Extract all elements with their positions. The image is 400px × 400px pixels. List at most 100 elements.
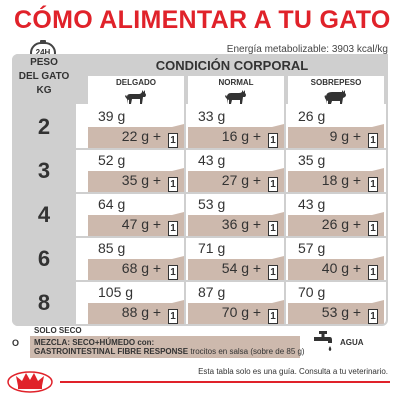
weight-header: PESO DEL GATO KG xyxy=(12,56,76,98)
mix-dry-amount: 27 g + xyxy=(221,172,265,188)
dry-amount: 70 g xyxy=(298,284,326,300)
mix-amount: 22 g + 1 xyxy=(122,128,178,148)
water-label: AGUA xyxy=(340,338,364,347)
pouch-icon: 1 xyxy=(168,221,178,236)
table-cell: 35 g 18 g + 1 xyxy=(288,150,384,192)
product-name: GASTROINTESTINAL FIBRE RESPONSE xyxy=(34,347,189,356)
row-divider xyxy=(76,280,388,282)
pouch-icon: 1 xyxy=(268,265,278,280)
mix-amount: 68 g + 1 xyxy=(122,260,178,280)
weight-value: 3 xyxy=(37,158,51,183)
mix-amount: 54 g + 1 xyxy=(222,260,278,280)
mix-dry-amount: 68 g + xyxy=(121,260,165,276)
condition-header: CONDICIÓN CORPORAL xyxy=(155,58,309,73)
column-header-normal: NORMAL xyxy=(188,76,284,106)
dry-amount: 53 g xyxy=(198,196,226,212)
mix-dry-amount: 88 g + xyxy=(121,304,165,320)
column-divider xyxy=(284,80,286,326)
page-title: CÓMO ALIMENTAR A TU GATO xyxy=(14,6,391,34)
mix-dry-amount: 22 g + xyxy=(121,128,165,144)
table-cell: 33 g 16 g + 1 xyxy=(188,106,284,148)
weight-header-line: KG xyxy=(36,85,52,96)
pouch-icon: 1 xyxy=(268,177,278,192)
dry-amount: 39 g xyxy=(98,108,126,124)
mix-dry-amount: 40 g + xyxy=(321,260,365,276)
cat-icon xyxy=(225,90,246,104)
table-cell: 85 g 68 g + 1 xyxy=(88,238,184,280)
mix-amount: 88 g + 1 xyxy=(122,304,178,324)
weight-value: 2 xyxy=(37,114,51,139)
mix-amount: 47 g + 1 xyxy=(122,216,178,236)
energy-label: Energía metabolizable: 3903 kcal/kg xyxy=(226,44,388,55)
pouch-icon: 1 xyxy=(368,133,378,148)
table-cell: 52 g 35 g + 1 xyxy=(88,150,184,192)
mix-amount: 16 g + 1 xyxy=(222,128,278,148)
dry-amount: 43 g xyxy=(298,196,326,212)
column-header-delgado: DELGADO xyxy=(88,76,184,106)
table-cell: 105 g 88 g + 1 xyxy=(88,282,184,324)
row-divider xyxy=(76,192,388,194)
mix-dry-amount: 26 g + xyxy=(321,216,365,232)
column-divider xyxy=(184,80,186,326)
table-cell: 64 g 47 g + 1 xyxy=(88,194,184,236)
legend-or: O xyxy=(12,338,20,348)
column-label: DELGADO xyxy=(116,78,156,87)
pouch-icon: 1 xyxy=(368,221,378,236)
pouch-icon: 1 xyxy=(168,133,178,148)
cat-icon xyxy=(125,90,146,104)
pouch-icon: 1 xyxy=(268,221,278,236)
pouch-icon: 1 xyxy=(368,265,378,280)
pouch-icon: 1 xyxy=(168,265,178,280)
table-cell: 71 g 54 g + 1 xyxy=(188,238,284,280)
weight-header-line: DEL GATO xyxy=(18,71,70,82)
mix-amount: 40 g + 1 xyxy=(322,260,378,280)
table-cell: 39 g 22 g + 1 xyxy=(88,106,184,148)
pouch-icon: 1 xyxy=(168,177,178,192)
mix-dry-amount: 36 g + xyxy=(221,216,265,232)
mix-amount: 53 g + 1 xyxy=(322,304,378,324)
mix-amount: 70 g + 1 xyxy=(222,304,278,324)
mix-dry-amount: 54 g + xyxy=(221,260,265,276)
footer-note: Esta tabla solo es una guía. Consulta a … xyxy=(198,367,388,376)
dry-amount: 43 g xyxy=(198,152,226,168)
mix-amount: 9 g + 1 xyxy=(330,128,378,148)
legend-product: GASTROINTESTINAL FIBRE RESPONSE trocitos… xyxy=(34,347,305,356)
column-label: NORMAL xyxy=(218,78,254,87)
table-frame xyxy=(12,54,388,326)
clock-label: 24H xyxy=(35,48,51,57)
weight-value: 4 xyxy=(37,202,51,227)
mix-amount: 35 g + 1 xyxy=(122,172,178,192)
pouch-icon: 1 xyxy=(268,133,278,148)
crown-logo-icon xyxy=(7,371,53,393)
mix-amount: 18 g + 1 xyxy=(322,172,378,192)
mix-dry-amount: 9 g + xyxy=(329,128,365,144)
mix-dry-amount: 18 g + xyxy=(321,172,365,188)
pouch-icon: 1 xyxy=(368,309,378,324)
legend-mezcla: MEZCLA: SECO+HÚMEDO con: xyxy=(34,338,155,347)
legend-solo-seco: SOLO SECO xyxy=(34,326,82,335)
dry-amount: 33 g xyxy=(198,108,226,124)
dry-amount: 87 g xyxy=(198,284,226,300)
dry-amount: 26 g xyxy=(298,108,326,124)
weight-value: 6 xyxy=(37,246,51,271)
weight-column xyxy=(12,54,76,326)
product-desc: trocitos en salsa (sobre de 85 g) xyxy=(188,347,305,356)
row-divider xyxy=(76,148,388,150)
dry-amount: 64 g xyxy=(98,196,126,212)
cat-icon xyxy=(324,90,346,104)
dry-amount: 105 g xyxy=(98,284,134,300)
table-cell: 43 g 27 g + 1 xyxy=(188,150,284,192)
table-cell: 70 g 53 g + 1 xyxy=(288,282,384,324)
footer-rule xyxy=(60,381,390,383)
mix-amount: 27 g + 1 xyxy=(222,172,278,192)
dry-amount: 71 g xyxy=(198,240,226,256)
table-cell: 87 g 70 g + 1 xyxy=(188,282,284,324)
pouch-icon: 1 xyxy=(268,309,278,324)
weight-value: 8 xyxy=(37,290,51,315)
mix-dry-amount: 16 g + xyxy=(221,128,265,144)
water-tap-icon xyxy=(314,331,332,351)
dry-amount: 52 g xyxy=(98,152,126,168)
mix-dry-amount: 35 g + xyxy=(121,172,165,188)
mix-amount: 26 g + 1 xyxy=(322,216,378,236)
